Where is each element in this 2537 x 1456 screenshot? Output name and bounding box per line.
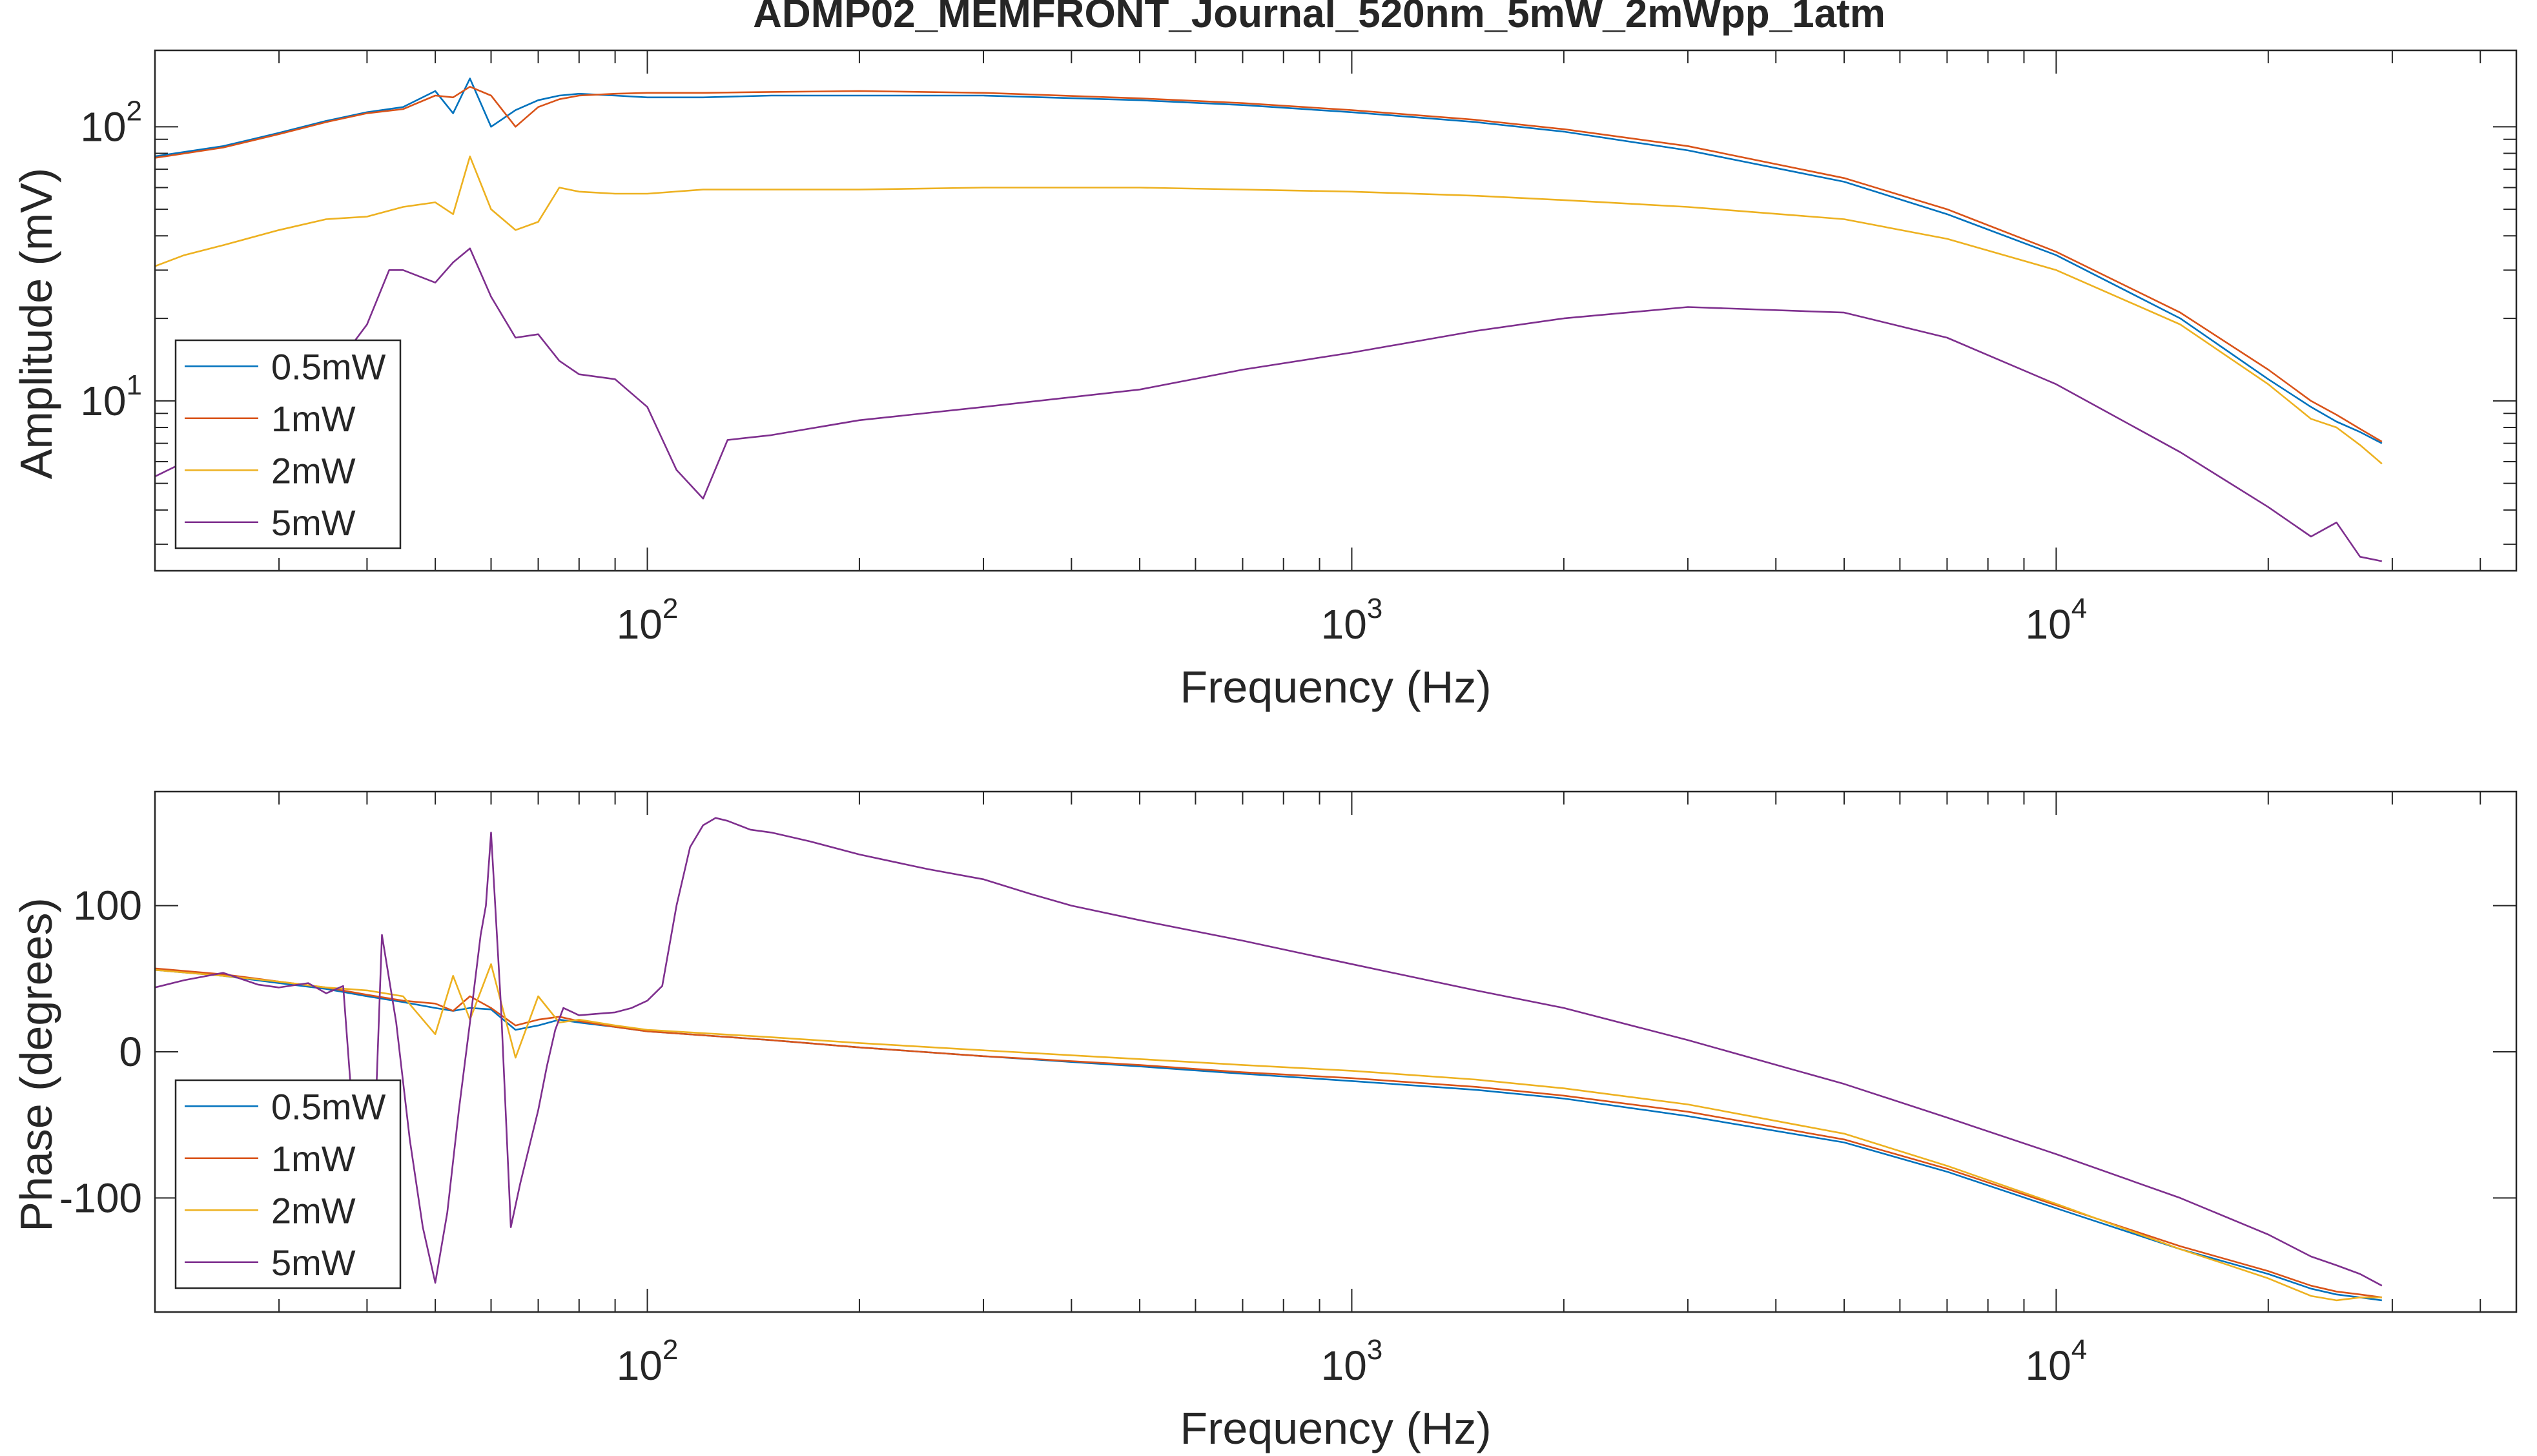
series-line-2mW: [155, 963, 2382, 1302]
x-axis-label: Frequency (Hz): [1180, 1403, 1491, 1453]
y-tick-label: 102: [80, 95, 142, 150]
legend: 0.5mW 1mW 2mW 5mW: [174, 1079, 402, 1289]
amplitude-panel: 102 103 104 101 102 Frequency (Hz) Amplitude (…: [11, 49, 2518, 712]
y-axis-label: Amplitude (mV): [11, 168, 61, 479]
legend-label: 2mW: [271, 450, 356, 491]
x-tick-label: 102: [617, 593, 679, 648]
x-tick-label: 103: [1321, 593, 1383, 648]
legend-box: [174, 339, 402, 549]
series-line-5mW: [155, 247, 2383, 562]
axes-box: [154, 790, 2518, 1313]
legend-label: 5mW: [271, 502, 356, 543]
legend-label: 0.5mW: [271, 1086, 385, 1127]
legend-label: 0.5mW: [271, 346, 385, 387]
y-tick-label: 100: [73, 883, 142, 929]
y-tick-label: 0: [119, 1029, 142, 1075]
series-line-2mW: [155, 155, 2383, 465]
x-tick-label: 102: [617, 1334, 679, 1389]
x-axis-label: Frequency (Hz): [1180, 662, 1491, 712]
legend-box: [174, 1079, 402, 1289]
y-tick-label: 101: [80, 369, 142, 424]
legend-label: 1mW: [271, 398, 356, 439]
legend-label: 1mW: [271, 1138, 356, 1179]
series-lines: [155, 77, 2383, 562]
x-tick-label: 104: [2026, 1334, 2088, 1389]
series-line-0.5mW: [155, 77, 2383, 444]
x-tick-label: 104: [2026, 593, 2088, 648]
series-line-1mW: [155, 86, 2383, 443]
y-tick-label: -100: [59, 1174, 142, 1221]
axis-ticks: [154, 50, 2516, 571]
series-line-1mW: [155, 967, 2382, 1298]
y-axis-label: Phase (degrees): [11, 897, 61, 1232]
axis-ticks: [154, 792, 2516, 1312]
series-line-5mW: [155, 817, 2383, 1287]
legend-label: 5mW: [271, 1242, 356, 1283]
phase-panel: 102 103 104 -100 0 100 Frequency (Hz) Phase (de…: [11, 790, 2518, 1453]
legend-label: 2mW: [271, 1190, 356, 1231]
x-tick-label: 103: [1321, 1334, 1383, 1389]
figure-title: ADMP02_MEMFRONT_Journal_520nm_5mW_2mWpp_…: [753, 0, 1885, 36]
series-line-0.5mW: [155, 969, 2382, 1302]
legend: 0.5mW 1mW 2mW 5mW: [174, 339, 402, 549]
series-lines: [155, 817, 2383, 1302]
axes-box: [154, 49, 2518, 572]
